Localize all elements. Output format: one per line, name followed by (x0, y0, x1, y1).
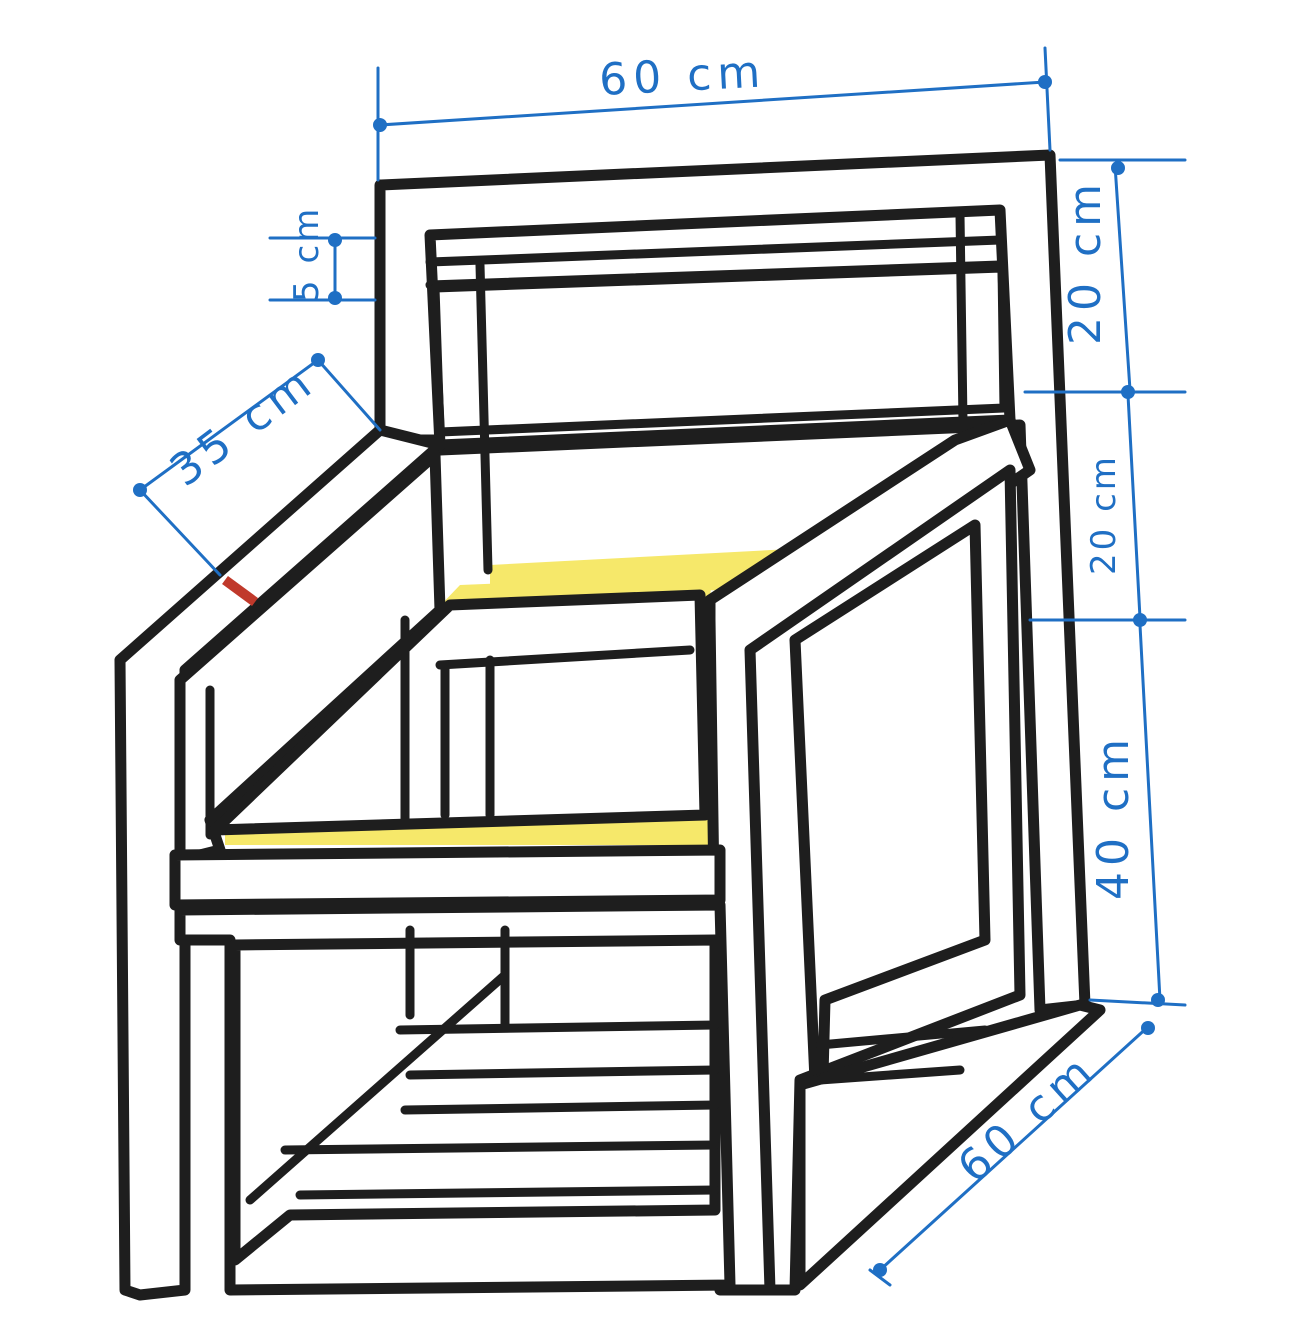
dimension-arrow-icon (1038, 75, 1052, 89)
back-post-left (475, 260, 493, 575)
dimension-arrow-icon (1133, 613, 1147, 627)
dim-top-right-ext (1043, 46, 1052, 152)
dim-backrest-line (1113, 163, 1132, 392)
seat-front-rail (169, 844, 726, 911)
dim-depth-line (878, 1023, 1152, 1272)
lower-front-opening (229, 934, 721, 1266)
slat-4 (405, 1065, 720, 1080)
slat-5 (395, 1020, 720, 1035)
dimension-arrow-icon (373, 118, 387, 132)
dim-armrest-length-line (138, 358, 320, 492)
backrest-cushion-outline (430, 263, 1009, 437)
armrest-marker (222, 575, 258, 607)
slat-diagonal (245, 970, 510, 1205)
dim-seat-line (1138, 623, 1162, 1002)
dim-armrest-ext-2 (316, 358, 382, 432)
right-slat-1 (815, 1025, 990, 1050)
slat-2 (280, 1140, 720, 1155)
dimension-arrow-icon (328, 291, 342, 305)
dimension-arrows (133, 75, 1165, 1277)
dimension-arrow-icon (1151, 993, 1165, 1007)
dimension-arrow-icon (1111, 161, 1125, 175)
slat-3 (400, 1100, 720, 1115)
left-armrest (114, 424, 446, 1301)
label-seat-height: 40 cm (1088, 733, 1139, 900)
dimension-arrow-icon (311, 353, 325, 367)
label-armrest-length: 35 cm (161, 356, 325, 497)
dim-top-line (378, 80, 1047, 127)
seat-back-line (435, 645, 695, 670)
slat-1 (295, 1185, 720, 1200)
dimension-arrow-icon (873, 1263, 887, 1277)
dimension-arrow-icon (1121, 385, 1135, 399)
dimension-arrow-icon (133, 483, 147, 497)
dim-armrest-line (1126, 393, 1142, 620)
label-top-width: 60 cm (598, 46, 767, 106)
label-backrest-height: 20 cm (1060, 178, 1111, 345)
dimension-arrow-icon (328, 233, 342, 247)
label-top-rail: 5 cm (287, 206, 327, 302)
dim-armrest-ext-1 (138, 488, 222, 577)
right-slat-2 (815, 1065, 965, 1085)
dimension-arrow-icon (1141, 1021, 1155, 1035)
dim-depth-end (868, 1268, 892, 1287)
label-armrest-height: 20 cm (1084, 454, 1124, 575)
dim-right-ext-4 (1088, 998, 1187, 1007)
backrest-top-rail-2 (425, 235, 1005, 267)
